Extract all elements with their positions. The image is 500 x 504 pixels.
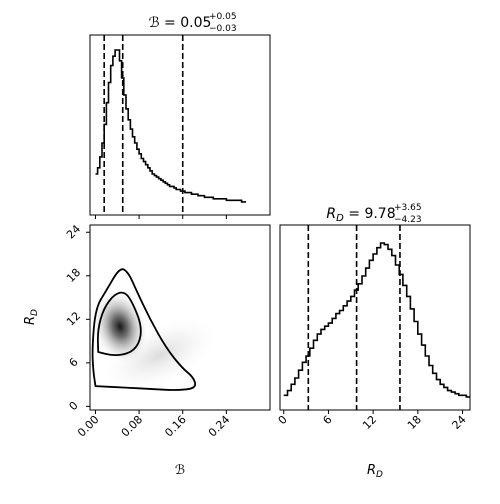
rd-ytick-label-0: 0 [67,399,81,413]
rd-xtick-label-2: 12 [360,413,379,432]
rd-xtick-label-1: 6 [320,413,334,427]
rd-histogram-title: RD = 9.78 [326,206,395,224]
rd-histogram-step [283,242,470,398]
b-title-lower: −0.03 [209,24,237,34]
rd-xlabel-sub: D [376,470,383,480]
rd-title-lower: −4.23 [394,215,422,225]
b-xtick-label-1: 0.08 [119,413,146,440]
b-title-symbol: ℬ [149,15,160,31]
b-xtick-label-3: 0.24 [206,413,233,440]
rd-ytick-label-3: 18 [64,266,83,285]
b-rd-ylabel: RD [23,309,40,325]
b-rd-ylabel-sub: D [30,309,40,316]
rd-xlabel: RD [367,463,383,480]
b-title-equals: = [160,15,181,31]
b-rd-xlabel: ℬ [175,463,185,478]
rd-histogram-frame [279,224,471,411]
contour-level-0 [91,268,197,391]
contour-level-1 [96,291,142,356]
rd-xtick-label-3: 18 [405,413,424,432]
rd-histogram-panel: 0 6 12 18 24 RD = 9.78 +3.65 −4.23 RD [276,203,471,480]
b-histogram-step [95,49,246,203]
b-xtick-label-0: 0.00 [75,413,102,440]
b-rd-contour-panel: 0.00 0.08 0.16 0.24 0 6 12 18 24 ℬ RD [23,222,271,478]
rd-xtick-label-0: 0 [276,413,290,427]
b-histogram-title: ℬ = 0.05 [149,15,212,31]
density-core [93,291,147,362]
b-xtick-label-2: 0.16 [162,413,189,440]
rd-title-median: 9.78 [364,206,395,222]
b-histogram-frame [89,34,271,216]
rd-ytick-label-2: 12 [64,309,83,328]
rd-title-r: R [326,206,336,222]
b-title-upper: +0.05 [209,12,237,22]
rd-xtick-label-4: 24 [450,413,469,432]
density-tail [104,319,216,391]
rd-title-upper: +3.65 [394,203,422,213]
b-title-median: 0.05 [180,15,211,31]
b-rd-contour-frame [89,224,271,411]
b-histogram-panel: ℬ = 0.05 +0.05 −0.03 [89,12,271,219]
rd-ytick-label-1: 6 [67,355,81,369]
rd-title-equals: = [344,206,365,222]
rd-title-sub: D [336,213,344,224]
rd-ytick-label-4: 24 [64,222,83,241]
